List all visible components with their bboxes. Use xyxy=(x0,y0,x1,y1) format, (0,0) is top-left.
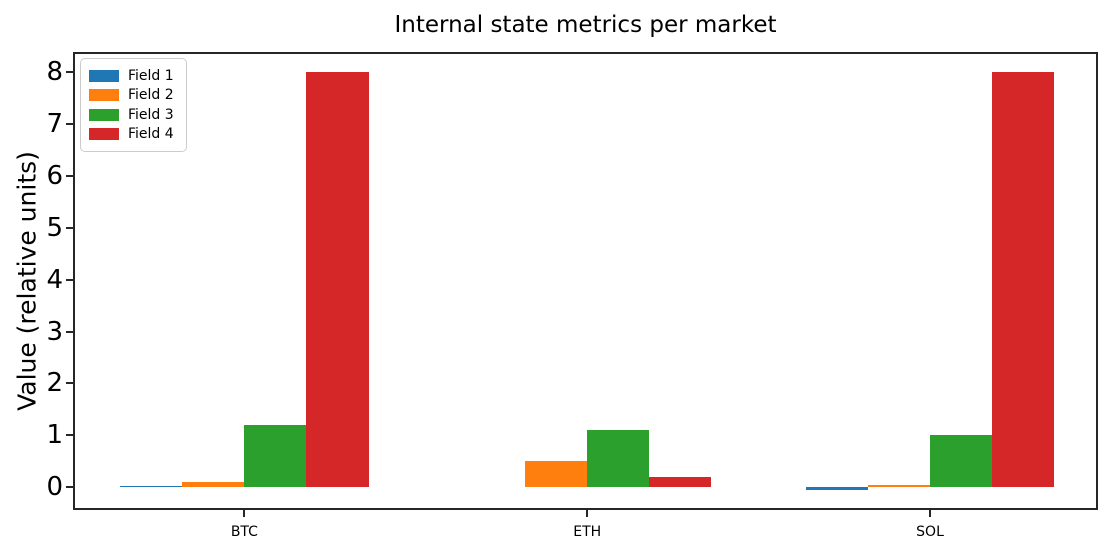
bar-field4-btc xyxy=(306,72,369,488)
legend-item: Field 2 xyxy=(89,86,174,106)
bar-field3-btc xyxy=(244,424,307,488)
y-tick-label: 1 xyxy=(46,420,63,451)
y-tick-label: 2 xyxy=(46,368,63,399)
legend-swatch xyxy=(89,128,119,141)
chart-title: Internal state metrics per market xyxy=(394,12,777,38)
legend-label: Field 3 xyxy=(128,106,174,123)
y-tick-label: 4 xyxy=(46,264,63,295)
legend-item: Field 1 xyxy=(89,66,174,86)
legend-item: Field 3 xyxy=(89,105,174,125)
y-tick xyxy=(66,486,73,489)
y-tick-label: 0 xyxy=(46,472,63,503)
legend: Field 1 Field 2 Field 3 Field 4 xyxy=(80,58,187,152)
bar-field2-btc xyxy=(182,481,245,488)
y-tick xyxy=(66,174,73,177)
y-tick xyxy=(66,278,73,281)
y-tick xyxy=(66,382,73,385)
y-tick xyxy=(66,123,73,126)
legend-swatch xyxy=(89,108,119,121)
y-tick-label: 6 xyxy=(46,160,63,191)
bar-field4-eth xyxy=(649,476,712,488)
legend-label: Field 1 xyxy=(128,67,174,84)
bar-field1-sol xyxy=(805,487,868,491)
y-tick-label: 5 xyxy=(46,212,63,243)
bar-field3-sol xyxy=(930,435,993,488)
bar-field4-sol xyxy=(992,72,1055,488)
x-tick-label: BTC xyxy=(230,524,258,540)
y-tick xyxy=(66,226,73,229)
x-tick xyxy=(243,510,246,517)
y-tick xyxy=(66,330,73,333)
legend-swatch xyxy=(89,69,119,82)
legend-label: Field 4 xyxy=(128,126,174,143)
bar-field1-btc xyxy=(120,486,183,488)
bar-field2-sol xyxy=(867,484,931,488)
y-tick-label: 7 xyxy=(46,109,63,140)
x-tick-label: ETH xyxy=(573,524,602,540)
x-tick-label: SOL xyxy=(916,524,944,540)
plot-area xyxy=(73,52,1098,510)
y-tick-label: 8 xyxy=(46,57,63,88)
legend-swatch xyxy=(89,89,119,102)
y-tick-label: 3 xyxy=(46,316,63,347)
y-tick xyxy=(66,434,73,437)
y-tick xyxy=(66,71,73,74)
legend-label: Field 2 xyxy=(128,87,174,104)
bar-field2-eth xyxy=(525,461,588,488)
x-tick xyxy=(586,510,589,517)
legend-item: Field 4 xyxy=(89,125,174,145)
x-tick xyxy=(929,510,932,517)
bar-field3-eth xyxy=(587,430,650,488)
